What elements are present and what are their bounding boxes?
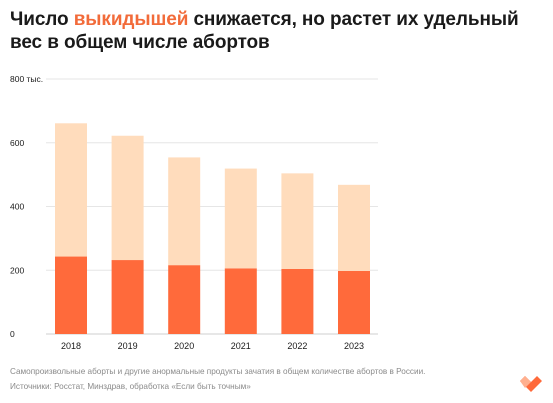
bar-bottom [168,265,201,334]
bar-bottom [55,256,87,334]
y-tick-label: 400 [10,202,24,212]
bar-top [338,184,370,271]
footnote-note: Самопроизвольные аборты и другие анормал… [10,367,426,376]
bar-top [55,123,87,257]
bar-top [168,157,201,266]
bar-bottom [281,268,314,334]
y-tick-label: 600 [10,138,24,148]
bar-top [224,168,257,269]
title-highlight: выкидышей [73,9,189,30]
x-tick-label: 2020 [174,341,194,351]
y-tick-label: 0 [10,329,15,339]
x-tick-label: 2022 [287,341,307,351]
y-tick-label: 800 тыс. [10,74,43,84]
x-tick-label: 2023 [344,341,364,351]
x-tick-label: 2019 [118,341,138,351]
bar-bottom [338,270,370,334]
x-tick-label: 2021 [231,341,251,351]
y-tick-label: 200 [10,265,24,275]
bar-top [281,173,314,269]
title-start: Число [10,9,74,30]
bar-bottom [111,260,144,334]
heart-logo-icon [519,375,543,393]
bar-bottom [224,268,257,334]
chart-title: Число выкидышей снижается, но растет их … [10,8,530,54]
footnote-source: Источники: Росстат, Минздрав, обработка … [10,382,251,391]
title-end: снижается, но растет их удельный вес в о… [10,9,519,53]
x-tick-label: 2018 [61,341,81,351]
bar-top [111,135,144,261]
